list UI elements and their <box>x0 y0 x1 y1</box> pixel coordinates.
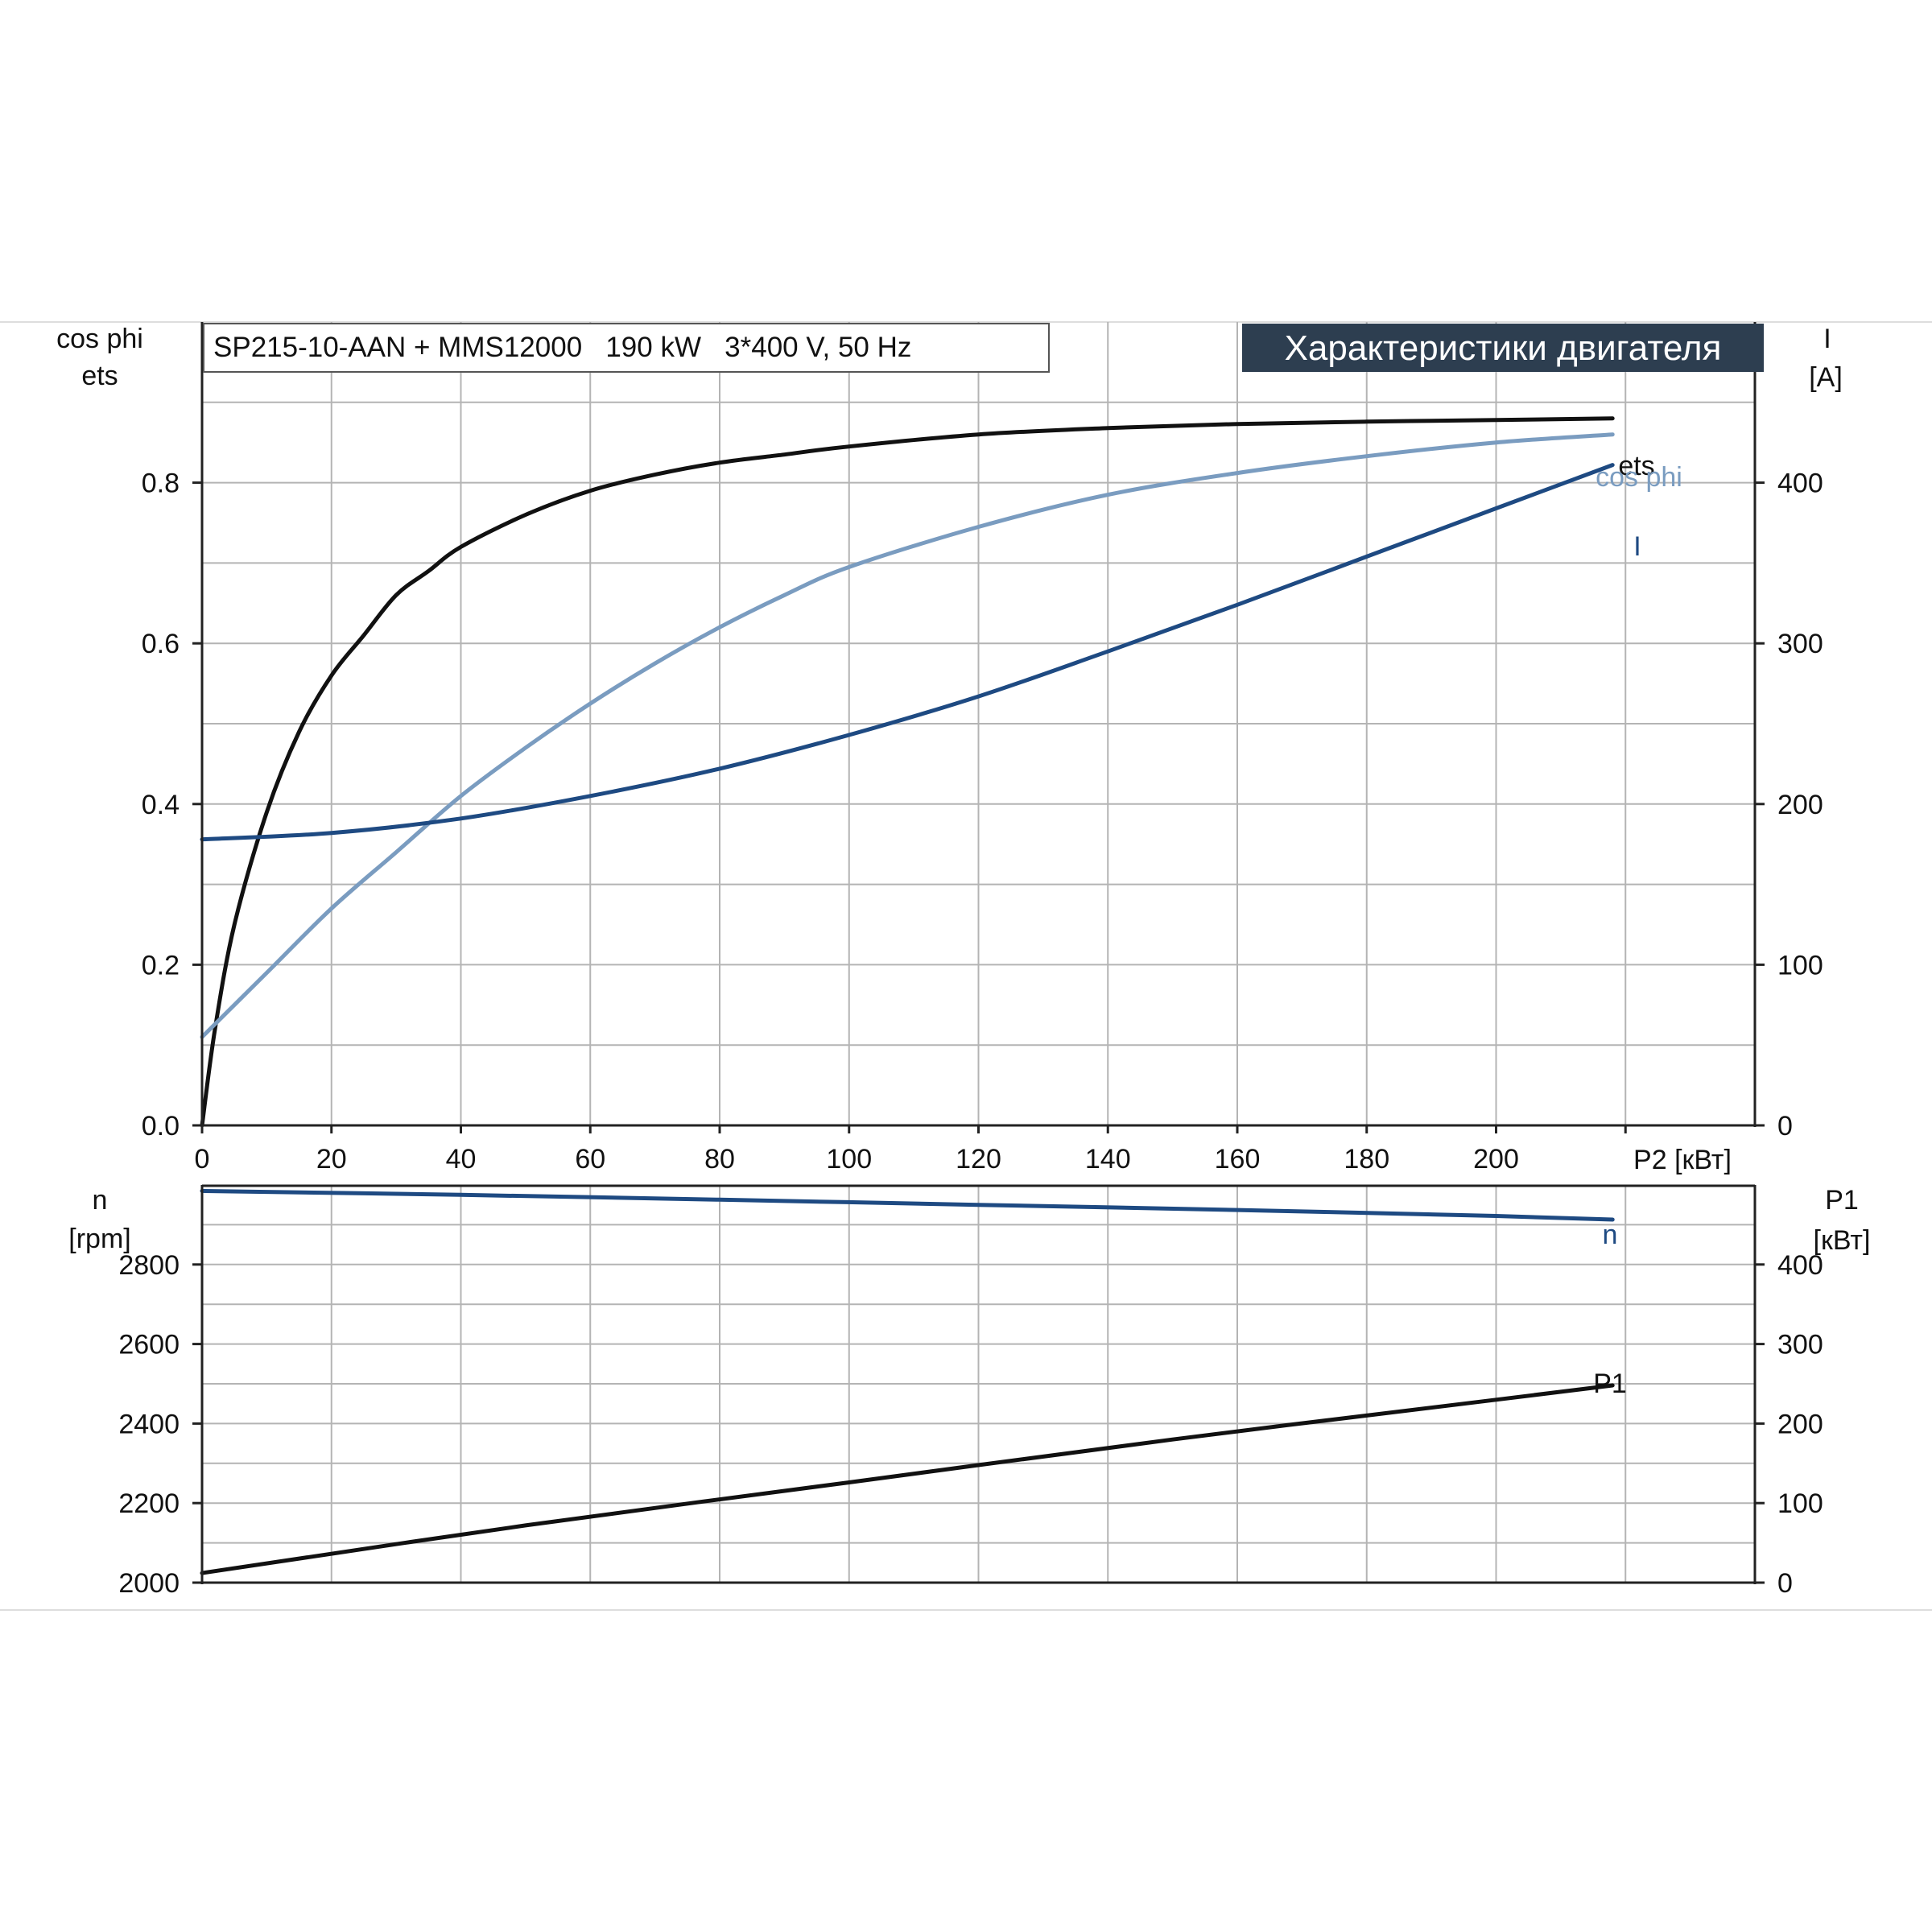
lower-right-axis-label-2: [кВт] <box>1814 1225 1871 1256</box>
right-tick-label: 0 <box>1777 1568 1793 1599</box>
cos-phi-curve-label: cos phi <box>1596 462 1682 493</box>
left-tick-label: 2000 <box>118 1568 180 1599</box>
banner-background <box>1242 324 1764 372</box>
upper-ticks: 0.0 0.2 0.4 0.6 0.8 0 100 200 300 400 0 20 40 60 80 100… <box>142 469 1823 1174</box>
series-i-line <box>200 463 1615 842</box>
lower-grid <box>202 1185 1755 1583</box>
lower-right-axis-label-1: P1 <box>1825 1185 1859 1216</box>
x-tick-label: 180 <box>1344 1144 1389 1174</box>
right-tick-label: 400 <box>1777 469 1823 499</box>
left-tick-label: 2800 <box>118 1250 180 1281</box>
banner-title: Характеристики двигателя <box>1285 328 1722 368</box>
upper-right-axis-label-1: I <box>1823 324 1831 354</box>
x-tick-label: 140 <box>1085 1144 1131 1174</box>
spec-text: SP215-10-AAN + MMS12000 190 kW 3*400 V, … <box>213 332 911 363</box>
left-tick-label: 0.4 <box>142 790 180 820</box>
right-tick-label: 0 <box>1777 1111 1793 1141</box>
lower-left-axis-label-1: n <box>93 1185 108 1216</box>
lower-ticks: 2000 2200 2400 2600 2800 0 100 200 300 400 <box>118 1250 1823 1599</box>
right-tick-label: 200 <box>1777 790 1823 820</box>
x-tick-label: 0 <box>195 1144 210 1174</box>
right-tick-label: 300 <box>1777 1330 1823 1360</box>
right-tick-label: 400 <box>1777 1250 1823 1281</box>
speed-curve-label: n <box>1603 1220 1618 1250</box>
series-p1-line <box>200 1383 1615 1575</box>
series-n-line <box>200 1188 1615 1222</box>
left-tick-label: 0.2 <box>142 950 180 980</box>
x-tick-label: 200 <box>1473 1144 1519 1174</box>
x-tick-label: 100 <box>826 1144 872 1174</box>
x-tick-label: 120 <box>956 1144 1001 1174</box>
ets-curve-label: ets <box>1618 451 1654 481</box>
right-tick-label: 300 <box>1777 629 1823 659</box>
upper-curves <box>200 416 1615 1128</box>
series-ets-line <box>200 416 1615 1128</box>
x-tick-label: 60 <box>575 1144 605 1174</box>
left-tick-label: 2200 <box>118 1488 180 1519</box>
spec-box <box>203 323 1050 373</box>
upper-right-axis-label-2: [A] <box>1809 362 1843 393</box>
p1-curve-label: P1 <box>1593 1368 1627 1399</box>
left-tick-label: 0.6 <box>142 629 180 659</box>
upper-grid <box>202 322 1755 1125</box>
left-tick-label: 2600 <box>118 1330 180 1360</box>
series-cos-phi-line <box>200 432 1615 1039</box>
lower-left-axis-label-2: [rpm] <box>68 1224 130 1254</box>
x-tick-label: 80 <box>704 1144 735 1174</box>
x-tick-label: 160 <box>1215 1144 1261 1174</box>
x-tick-label: 20 <box>316 1144 347 1174</box>
left-tick-label: 0.8 <box>142 469 180 499</box>
x-tick-label: 40 <box>446 1144 477 1174</box>
left-tick-label: 2400 <box>118 1409 180 1439</box>
left-tick-label: 0.0 <box>142 1111 180 1141</box>
right-tick-label: 100 <box>1777 1488 1823 1519</box>
x-axis-label: P2 [кВт] <box>1633 1145 1732 1175</box>
right-tick-label: 200 <box>1777 1409 1823 1439</box>
right-tick-label: 100 <box>1777 950 1823 980</box>
current-curve-label: I <box>1633 531 1641 562</box>
lower-curves <box>200 1188 1615 1575</box>
upper-left-axis-label-2: ets <box>81 361 118 391</box>
upper-left-axis-label-1: cos phi <box>56 324 143 354</box>
